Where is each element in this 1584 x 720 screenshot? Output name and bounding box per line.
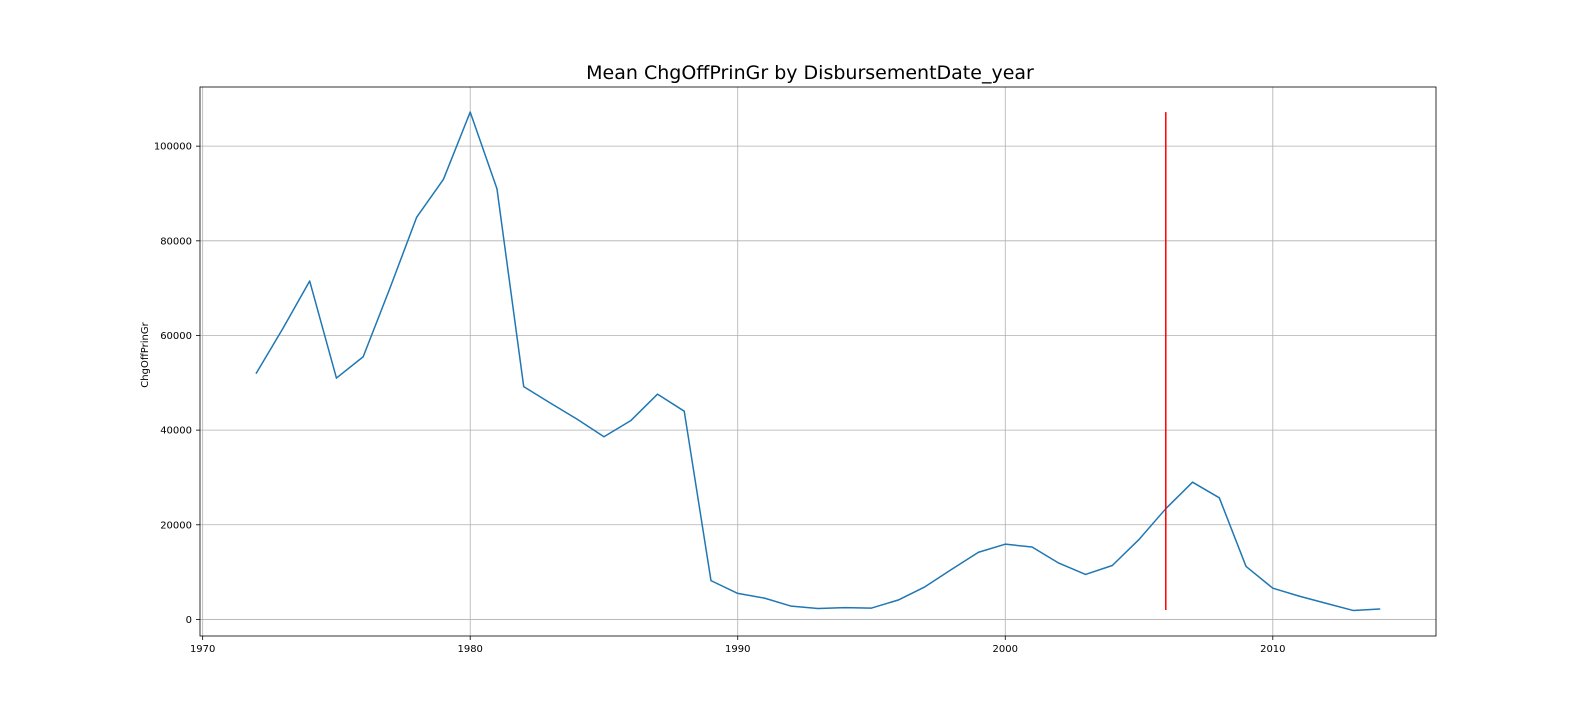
data-point [335,377,338,379]
x-tick-label: 2010 [1260,644,1285,655]
data-point [1058,562,1060,564]
x-tick-label: 1980 [457,644,482,655]
axes-frame [199,86,1437,637]
axes: 1970 1980 1990 2000 2010 0 20000 40000 60000 8000… [154,86,1437,655]
chart-title: Mean ChgOffPrinGr by DisbursementDate_ye… [586,62,1034,84]
data-point [1031,546,1033,548]
x-tick-label: 1970 [190,644,215,655]
data-point [1138,538,1140,541]
data-point [1111,564,1113,567]
data-point [389,287,391,289]
data-point [1218,497,1220,499]
data-point [683,410,685,412]
data-point [924,586,926,588]
data-point [763,597,766,599]
data-point [442,178,445,180]
data-point [1272,587,1274,589]
data-point [630,420,632,422]
data-point [656,393,659,395]
data-point [1325,602,1327,604]
data-point [469,111,471,113]
y-tick-label: 80000 [160,236,192,247]
data-point [1084,573,1087,576]
data-point [603,436,605,438]
data-point [870,607,873,609]
y-tick-label: 100000 [154,142,192,153]
data-point [737,592,739,595]
data-point [255,372,257,374]
data-point [576,418,578,420]
data-point [897,599,899,601]
data-point [496,188,498,190]
data-point [710,580,712,582]
data-point [951,568,953,570]
data-point [282,327,284,329]
x-tick-label: 1990 [725,644,750,655]
series-line [255,111,1380,612]
data-point [844,607,846,609]
data-point [817,607,819,610]
data-point [549,402,552,404]
plot-area [255,111,1381,612]
data-point [523,385,525,388]
y-axis-label: ChgOffPrinGr [140,321,151,387]
data-point [977,551,980,553]
data-point [1191,481,1194,483]
data-point [362,356,364,358]
data-point [309,280,311,282]
y-tick-label: 20000 [160,520,192,531]
grid [200,87,1436,636]
data-point [1004,543,1006,545]
data-point [1245,565,1247,568]
data-point [1352,609,1354,612]
y-tick-label: 40000 [160,426,192,437]
x-tick-label: 2000 [993,644,1018,655]
y-tick-label: 60000 [160,331,192,342]
data-point [416,216,418,218]
data-point [1298,595,1301,597]
data-point [790,605,792,607]
data-point [1379,608,1381,610]
y-tick-label: 0 [186,615,192,626]
